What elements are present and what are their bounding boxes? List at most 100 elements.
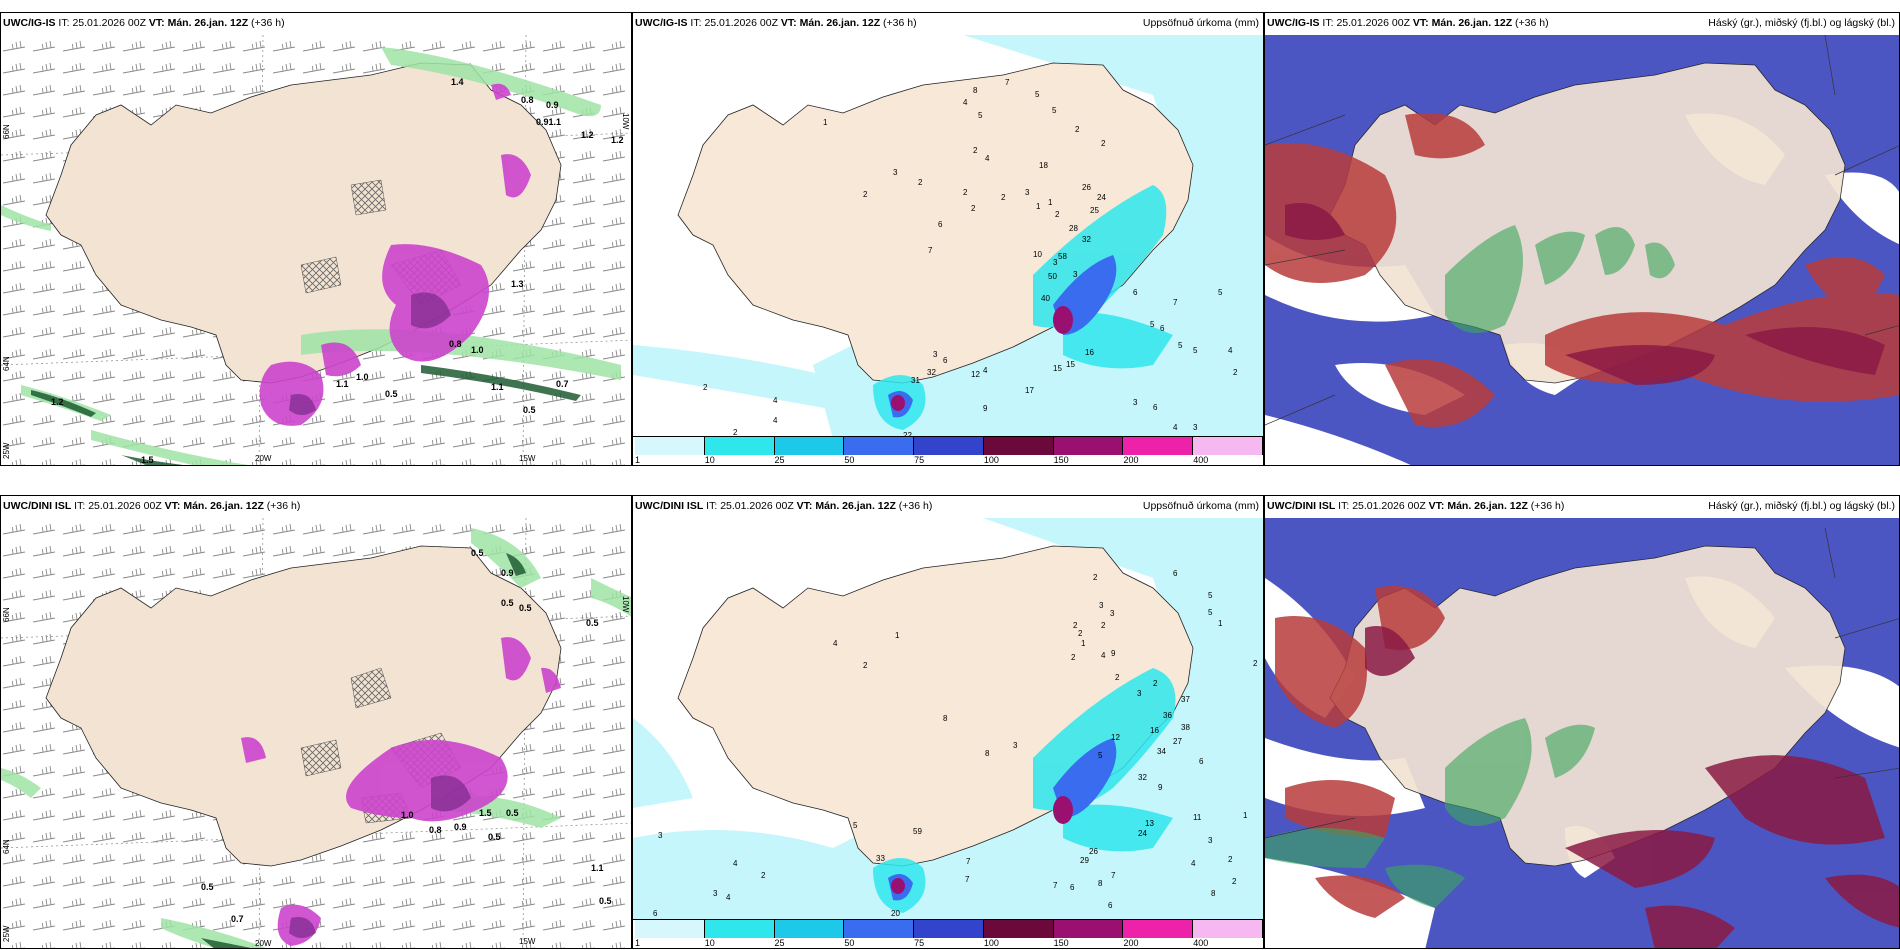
panel-dini-wind: UWC/DINI ISL IT: 25.01.2026 00Z VT: Mán.… — [0, 495, 632, 949]
svg-text:1.0: 1.0 — [401, 810, 414, 820]
colorbar-swatch — [1123, 437, 1194, 455]
svg-text:3: 3 — [658, 831, 663, 840]
colorbar-swatch — [704, 920, 775, 938]
svg-text:40: 40 — [1041, 294, 1050, 303]
colorbar-swatch — [774, 920, 845, 938]
svg-text:3: 3 — [1137, 689, 1142, 698]
svg-text:1: 1 — [895, 631, 900, 640]
svg-text:7: 7 — [965, 875, 970, 884]
svg-text:5: 5 — [1052, 106, 1057, 115]
svg-text:64N: 64N — [2, 839, 11, 854]
svg-text:4: 4 — [963, 98, 968, 107]
svg-text:12: 12 — [971, 370, 980, 379]
colorbar-label: 25 — [774, 455, 785, 465]
svg-text:4: 4 — [985, 154, 990, 163]
svg-text:16: 16 — [1085, 348, 1094, 357]
svg-text:3: 3 — [1208, 836, 1213, 845]
svg-text:3: 3 — [1013, 741, 1018, 750]
precip-map: 1 3 2 2 6 7 8 4 5 7 5 5 2 4 2 2 2 3 18 1… — [633, 35, 1263, 439]
svg-text:0.5: 0.5 — [506, 808, 519, 818]
svg-text:9: 9 — [1111, 649, 1116, 658]
colorbar-label: 200 — [1123, 455, 1139, 465]
svg-text:4: 4 — [726, 893, 731, 902]
svg-text:5: 5 — [853, 821, 858, 830]
svg-text:15: 15 — [1066, 360, 1075, 369]
panel-dini-precip: UWC/DINI ISL IT: 25.01.2026 00Z VT: Mán.… — [632, 495, 1264, 949]
svg-text:17: 17 — [1025, 386, 1034, 395]
colorbar-label: 10 — [704, 455, 715, 465]
svg-text:2: 2 — [1093, 573, 1098, 582]
svg-text:7: 7 — [1173, 298, 1178, 307]
svg-text:2: 2 — [1075, 125, 1080, 134]
colorbar-swatch — [1123, 920, 1194, 938]
svg-text:8: 8 — [943, 714, 948, 723]
svg-text:32: 32 — [1082, 235, 1091, 244]
colorbar-label: 400 — [1193, 455, 1209, 465]
svg-text:1.0: 1.0 — [356, 372, 369, 382]
svg-text:2: 2 — [863, 661, 868, 670]
svg-text:1: 1 — [1036, 202, 1041, 211]
svg-text:24: 24 — [1097, 193, 1106, 202]
svg-text:0.8: 0.8 — [521, 95, 534, 105]
svg-text:2: 2 — [1232, 877, 1237, 886]
svg-text:3: 3 — [1073, 270, 1078, 279]
panel-ig-is-precip: UWC/IG-IS IT: 25.01.2026 00Z VT: Mán. 26… — [632, 12, 1264, 466]
svg-text:0.7: 0.7 — [231, 914, 244, 924]
svg-text:32: 32 — [1138, 773, 1147, 782]
svg-text:6: 6 — [1160, 324, 1165, 333]
panel-title: UWC/IG-IS IT: 25.01.2026 00Z VT: Mán. 26… — [1267, 17, 1549, 29]
svg-text:7: 7 — [1053, 881, 1058, 890]
svg-text:1.1: 1.1 — [591, 863, 604, 873]
svg-text:0.9: 0.9 — [501, 568, 514, 578]
colorbar-swatch — [1053, 920, 1124, 938]
svg-text:6: 6 — [1133, 288, 1138, 297]
svg-text:2: 2 — [1101, 139, 1106, 148]
svg-text:1.0: 1.0 — [471, 345, 484, 355]
svg-text:2: 2 — [973, 146, 978, 155]
svg-text:10W: 10W — [621, 596, 630, 613]
svg-text:38: 38 — [1181, 723, 1190, 732]
panel-variable: Uppsöfnuð úrkoma (mm) — [1142, 17, 1259, 29]
svg-text:26: 26 — [1082, 183, 1091, 192]
svg-text:0.9: 0.9 — [454, 822, 467, 832]
svg-text:25W: 25W — [2, 925, 11, 942]
panel-title: UWC/DINI ISL IT: 25.01.2026 00Z VT: Mán.… — [1267, 500, 1565, 512]
svg-text:3: 3 — [893, 168, 898, 177]
cloud-map — [1265, 35, 1899, 465]
svg-text:0.5: 0.5 — [586, 618, 599, 628]
colorbar-swatch — [635, 920, 705, 938]
svg-text:24: 24 — [1138, 829, 1147, 838]
svg-text:0.9: 0.9 — [546, 100, 559, 110]
panel-title: UWC/DINI ISL IT: 25.01.2026 00Z VT: Mán.… — [3, 500, 301, 512]
svg-text:66N: 66N — [2, 607, 11, 622]
svg-text:4: 4 — [983, 366, 988, 375]
svg-text:8: 8 — [1098, 879, 1103, 888]
svg-text:9: 9 — [983, 404, 988, 413]
svg-text:11: 11 — [1193, 813, 1202, 822]
svg-text:7: 7 — [966, 857, 971, 866]
svg-text:2: 2 — [918, 178, 923, 187]
svg-text:25: 25 — [1090, 206, 1099, 215]
svg-text:2: 2 — [1071, 653, 1076, 662]
svg-text:58: 58 — [1058, 252, 1067, 261]
svg-text:2: 2 — [1101, 621, 1106, 630]
svg-text:2: 2 — [963, 188, 968, 197]
colorbar-swatch — [983, 920, 1054, 938]
svg-text:1.5: 1.5 — [479, 808, 492, 818]
svg-text:10W: 10W — [621, 113, 630, 130]
svg-text:13: 13 — [1145, 819, 1154, 828]
panel-variable: Háský (gr.), miðský (fj.bl.) og lágský (… — [1708, 500, 1895, 512]
precip-colorbar: 1 10 25 50 75 100 150 200 400 — [633, 436, 1263, 465]
panel-title: UWC/DINI ISL IT: 25.01.2026 00Z VT: Mán.… — [635, 500, 933, 512]
svg-text:2: 2 — [733, 428, 738, 437]
colorbar-label: 10 — [704, 938, 715, 948]
svg-text:31: 31 — [911, 376, 920, 385]
colorbar-label: 50 — [844, 455, 855, 465]
colorbar-swatch — [1193, 920, 1263, 938]
svg-text:4: 4 — [833, 639, 838, 648]
svg-text:9: 9 — [1158, 783, 1163, 792]
colorbar-label: 150 — [1053, 455, 1069, 465]
svg-text:0.5: 0.5 — [385, 389, 398, 399]
colorbar-swatch — [704, 437, 775, 455]
svg-text:22: 22 — [903, 431, 912, 439]
